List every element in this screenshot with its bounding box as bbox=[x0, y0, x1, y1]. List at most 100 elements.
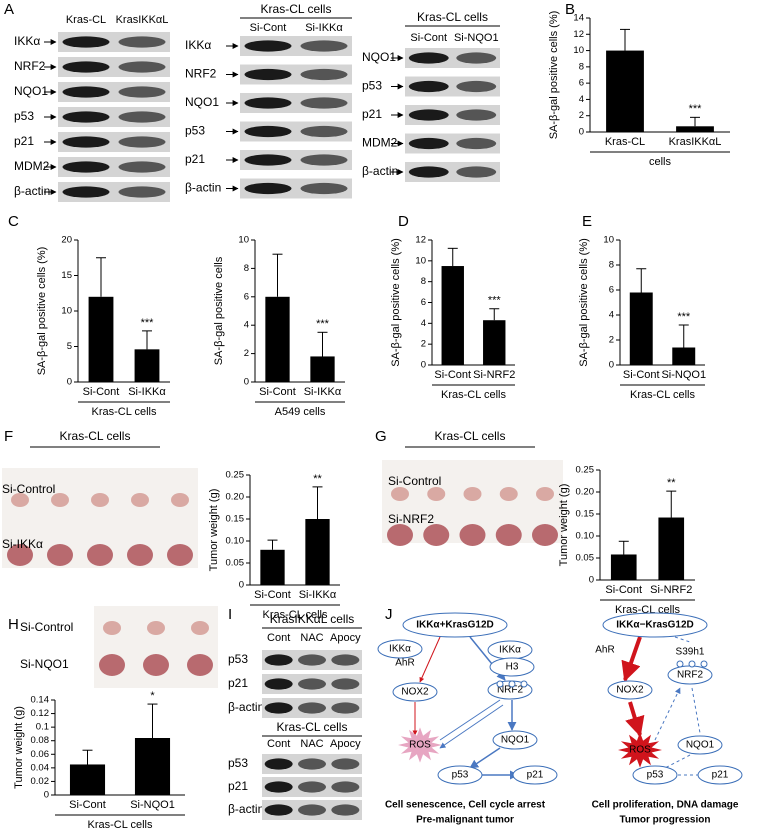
panel-letter: H bbox=[8, 616, 19, 633]
y-tick-label: 0.12 bbox=[31, 708, 50, 719]
blot-band bbox=[118, 161, 166, 173]
y-tick-label: 0.20 bbox=[226, 492, 245, 503]
protein-label: IKKα bbox=[185, 38, 211, 52]
tumor bbox=[463, 487, 482, 501]
protein-label: p53 bbox=[185, 124, 205, 138]
y-tick-label: 6 bbox=[244, 291, 249, 302]
y-tick-label: 0.10 bbox=[226, 536, 245, 547]
node-shape bbox=[392, 682, 438, 702]
lane-label: KrasIKKαL bbox=[116, 14, 169, 26]
modification-dot bbox=[496, 680, 504, 688]
panel-letter: E bbox=[582, 213, 592, 230]
y-tick-label: 0.20 bbox=[576, 487, 595, 498]
y-tick-label: 4 bbox=[609, 310, 614, 321]
tumor bbox=[143, 654, 169, 676]
node-label: AhR bbox=[595, 645, 614, 656]
blot-band bbox=[298, 804, 326, 816]
error-bar bbox=[82, 749, 93, 765]
panel-letter: A bbox=[4, 1, 14, 18]
error-bar bbox=[147, 703, 158, 738]
tumor bbox=[103, 621, 121, 635]
blot-band bbox=[62, 161, 110, 173]
node-label: H3 bbox=[506, 662, 519, 673]
node-label: NRF2 bbox=[677, 670, 704, 681]
tumor bbox=[147, 621, 165, 635]
y-tick-label: 2 bbox=[421, 339, 426, 350]
error-bar bbox=[666, 490, 677, 518]
y-tick-label: 0 bbox=[239, 580, 244, 591]
blot-band bbox=[244, 40, 292, 52]
y-tick-label: 10 bbox=[61, 306, 72, 317]
blot-band bbox=[298, 678, 326, 690]
modification-dot bbox=[676, 660, 684, 668]
blot-band bbox=[300, 182, 348, 195]
y-tick-label: 0 bbox=[579, 127, 584, 138]
error-bar bbox=[618, 540, 629, 555]
y-tick-label: 14 bbox=[573, 13, 584, 24]
y-axis-label: Tumor weight (g) bbox=[208, 489, 220, 572]
protein-label: p21 bbox=[228, 779, 248, 793]
panel-letter: J bbox=[385, 606, 393, 623]
y-tick-label: 10 bbox=[573, 45, 584, 56]
blot-band bbox=[264, 804, 293, 816]
node-shape bbox=[377, 639, 423, 659]
y-tick-label: 20 bbox=[61, 235, 72, 246]
node-shape bbox=[632, 765, 678, 785]
x-tick-label: Si-IKKα bbox=[299, 589, 337, 601]
significance: *** bbox=[677, 311, 691, 323]
tumor bbox=[427, 487, 446, 501]
blot-band bbox=[264, 678, 293, 690]
blot-band bbox=[408, 109, 449, 121]
lane-label: NAC bbox=[300, 738, 323, 750]
tumor bbox=[99, 654, 125, 676]
bar bbox=[134, 349, 160, 382]
blot-band bbox=[298, 758, 326, 770]
tumor bbox=[536, 487, 554, 501]
y-tick-label: 2 bbox=[579, 110, 584, 121]
protein-label: p53 bbox=[362, 79, 382, 93]
node-label: NRF2 bbox=[497, 685, 524, 696]
y-tick-label: 0.15 bbox=[226, 514, 245, 525]
panel-letter: C bbox=[8, 213, 19, 230]
y-tick-label: 2 bbox=[609, 335, 614, 346]
blot-band bbox=[298, 781, 326, 793]
x-axis-label: A549 cells bbox=[275, 406, 326, 418]
node-shape bbox=[402, 612, 508, 638]
protein-label: p21 bbox=[185, 152, 205, 166]
tumor bbox=[131, 493, 149, 507]
tumor bbox=[7, 544, 33, 566]
blot-band bbox=[264, 654, 293, 666]
blot-band bbox=[62, 86, 110, 98]
y-tick-label: 0 bbox=[421, 360, 426, 371]
y-tick-label: 0.25 bbox=[576, 465, 595, 476]
error-bar bbox=[312, 486, 323, 519]
bar bbox=[658, 517, 685, 580]
protein-label: p21 bbox=[228, 676, 248, 690]
y-tick-label: 6 bbox=[579, 78, 584, 89]
tumor bbox=[167, 544, 193, 566]
significance: ** bbox=[667, 477, 676, 489]
protein-label: p53 bbox=[228, 652, 248, 666]
y-tick-label: 10 bbox=[603, 235, 614, 246]
x-tick-label: Si-Cont bbox=[83, 386, 120, 398]
group-label: Si-Control bbox=[388, 474, 441, 488]
y-axis-label: SA-β-gal positive cells (%) bbox=[548, 11, 560, 140]
tumor bbox=[47, 544, 73, 566]
blot-band bbox=[456, 80, 497, 93]
blot-band bbox=[264, 781, 293, 793]
y-tick-label: 0 bbox=[609, 360, 614, 371]
y-axis-label: SA-β-gal positive cells (%) bbox=[36, 247, 48, 376]
y-tick-label: 5 bbox=[67, 341, 72, 352]
bar bbox=[629, 292, 653, 365]
protein-label: p21 bbox=[362, 107, 382, 121]
error-bar bbox=[620, 28, 630, 51]
x-tick-label: Si-Cont bbox=[69, 799, 106, 811]
bar bbox=[69, 764, 106, 795]
y-tick-label: 0.05 bbox=[226, 558, 245, 569]
blot-band bbox=[300, 68, 348, 81]
blot-band bbox=[62, 136, 110, 148]
bar bbox=[265, 296, 290, 382]
node-label: IKKα bbox=[499, 645, 521, 656]
blot-band bbox=[118, 36, 166, 48]
node-label: p53 bbox=[452, 770, 469, 781]
